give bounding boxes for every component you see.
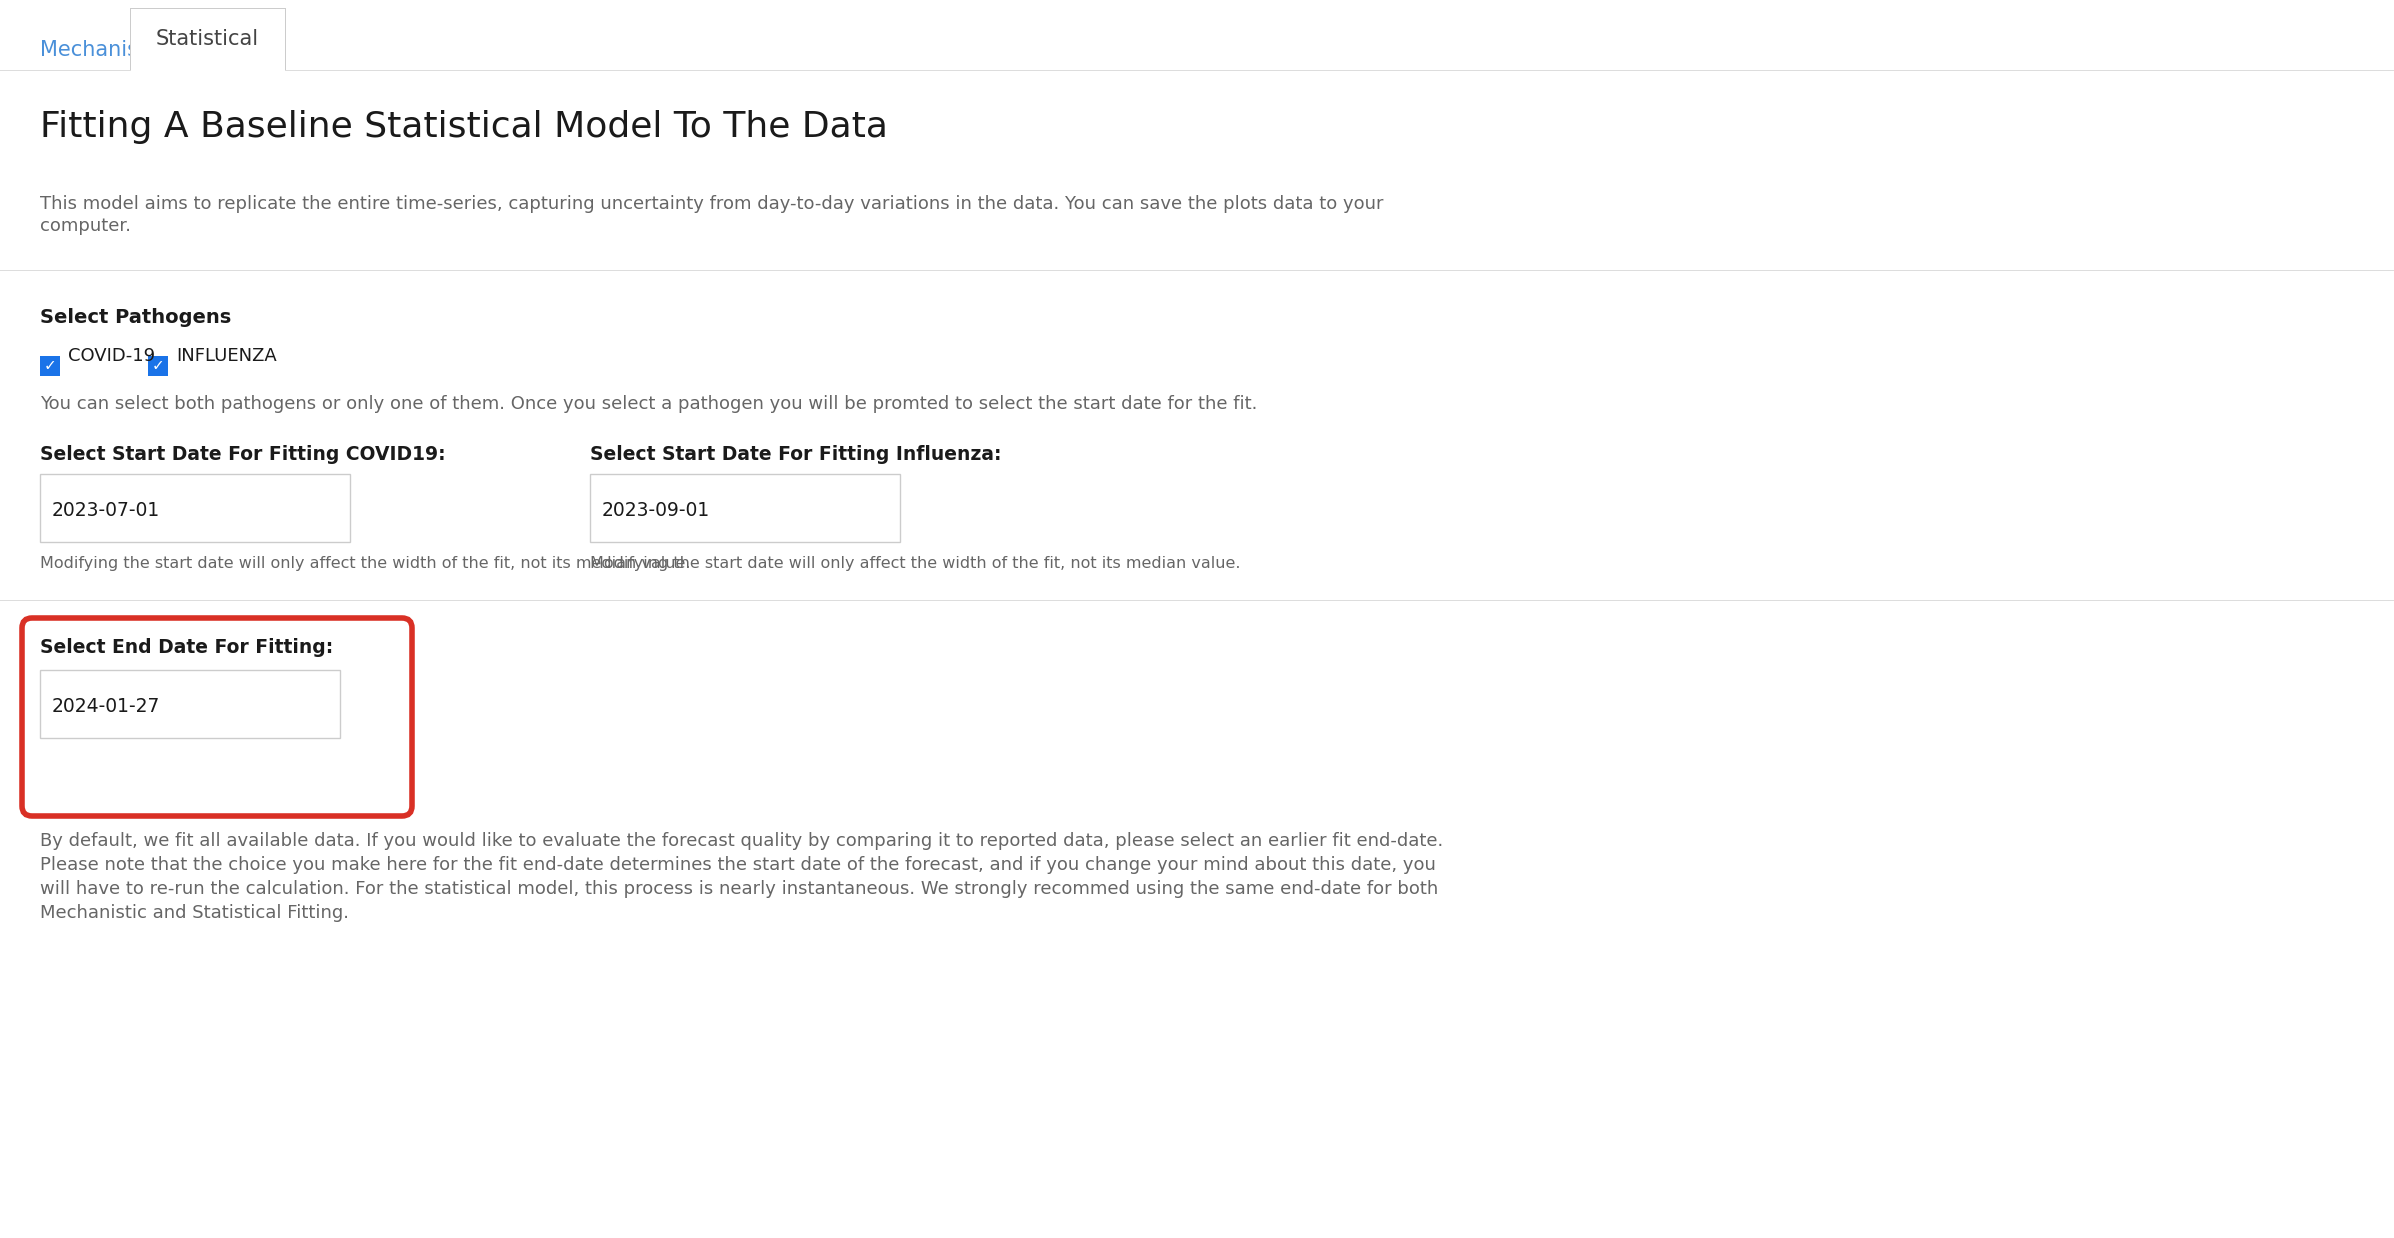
Bar (41, 474, 350, 542)
Text: Statistical: Statistical (156, 28, 259, 50)
Text: Select Start Date For Fitting Influenza:: Select Start Date For Fitting Influenza: (589, 444, 1001, 464)
Text: will have to re-run the calculation. For the statistical model, this process is : will have to re-run the calculation. For… (41, 880, 1439, 898)
Text: Modifying the start date will only affect the width of the fit, not its median v: Modifying the start date will only affec… (589, 556, 1240, 571)
Text: ✓: ✓ (43, 359, 57, 374)
Text: Mechanistic: Mechanistic (41, 40, 163, 59)
Text: Select Start Date For Fitting COVID19:: Select Start Date For Fitting COVID19: (41, 444, 445, 464)
Bar (41, 670, 340, 738)
Text: By default, we fit all available data. If you would like to evaluate the forecas: By default, we fit all available data. I… (41, 832, 1444, 851)
Text: Fitting A Baseline Statistical Model To The Data: Fitting A Baseline Statistical Model To … (41, 110, 888, 144)
Text: ✓: ✓ (151, 359, 165, 374)
Text: 2023-09-01: 2023-09-01 (601, 500, 711, 520)
Text: 2024-01-27: 2024-01-27 (53, 697, 160, 716)
Bar (148, 357, 168, 376)
Text: Select Pathogens: Select Pathogens (41, 308, 232, 327)
Text: Select End Date For Fitting:: Select End Date For Fitting: (41, 638, 333, 657)
Bar (589, 474, 900, 542)
Text: INFLUENZA: INFLUENZA (177, 347, 278, 365)
Bar (132, 9, 285, 73)
Text: computer.: computer. (41, 217, 132, 235)
Text: You can select both pathogens or only one of them. Once you select a pathogen yo: You can select both pathogens or only on… (41, 395, 1257, 413)
Text: 2023-07-01: 2023-07-01 (53, 500, 160, 520)
Text: COVID-19: COVID-19 (67, 347, 156, 365)
Text: This model aims to replicate the entire time-series, capturing uncertainty from : This model aims to replicate the entire … (41, 196, 1384, 213)
Text: Please note that the choice you make here for the fit end-date determines the st: Please note that the choice you make her… (41, 855, 1436, 874)
Bar (41, 357, 60, 376)
FancyBboxPatch shape (22, 618, 412, 816)
Text: Modifying the start date will only affect the width of the fit, not its median v: Modifying the start date will only affec… (41, 556, 689, 571)
Text: Mechanistic and Statistical Fitting.: Mechanistic and Statistical Fitting. (41, 904, 350, 922)
